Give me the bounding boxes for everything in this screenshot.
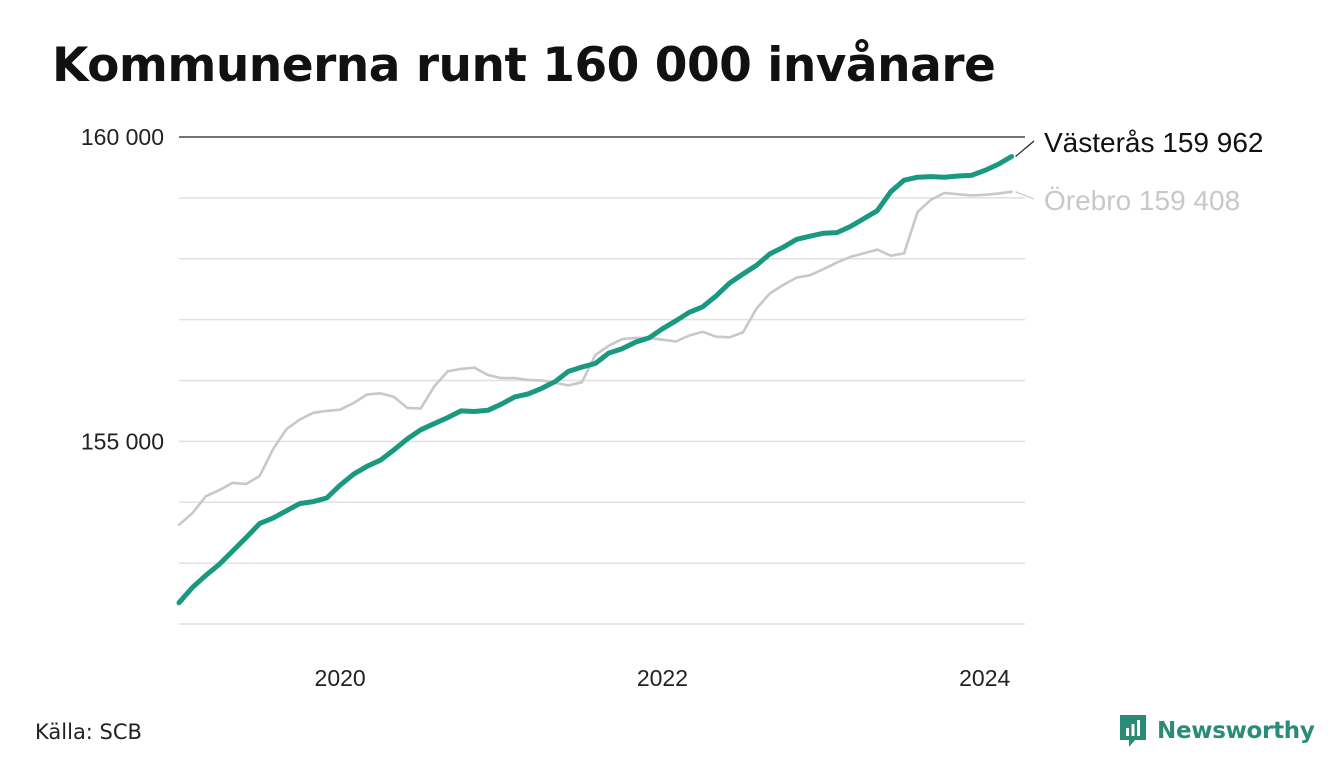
grid-lines	[179, 136, 1025, 625]
series-end-label-orebro: Örebro 159 408	[1044, 185, 1240, 216]
source-note: Källa: SCB	[35, 720, 142, 744]
x-axis-labels: 2020 2022 2024	[315, 665, 1011, 691]
chart-title: Kommunerna runt 160 000 invånare	[52, 38, 996, 93]
x-tick-label: 2024	[959, 665, 1010, 691]
line-chart: 155 000 160 000 2020 2022 2024 Västerås 159…	[81, 124, 1264, 691]
newsworthy-logo-icon	[1120, 715, 1146, 747]
series-line-vasteras	[176, 154, 1015, 606]
series-end-label-vasteras: Västerås 159 962	[1044, 127, 1264, 158]
brand-name: Newsworthy	[1157, 718, 1315, 744]
series-lines	[176, 154, 1015, 606]
x-tick-label: 2020	[315, 665, 366, 691]
leader-line-orebro	[1015, 191, 1035, 200]
x-tick-label: 2022	[637, 665, 688, 691]
y-tick-label: 160 000	[81, 124, 164, 150]
series-end-labels: Västerås 159 962 Örebro 159 408	[1015, 127, 1264, 216]
leader-line-vasteras	[1015, 140, 1035, 157]
y-axis-labels: 155 000 160 000	[81, 124, 164, 454]
y-tick-label: 155 000	[81, 428, 164, 454]
series-line-orebro	[177, 190, 1013, 527]
brand-logo: Newsworthy	[1118, 713, 1315, 749]
